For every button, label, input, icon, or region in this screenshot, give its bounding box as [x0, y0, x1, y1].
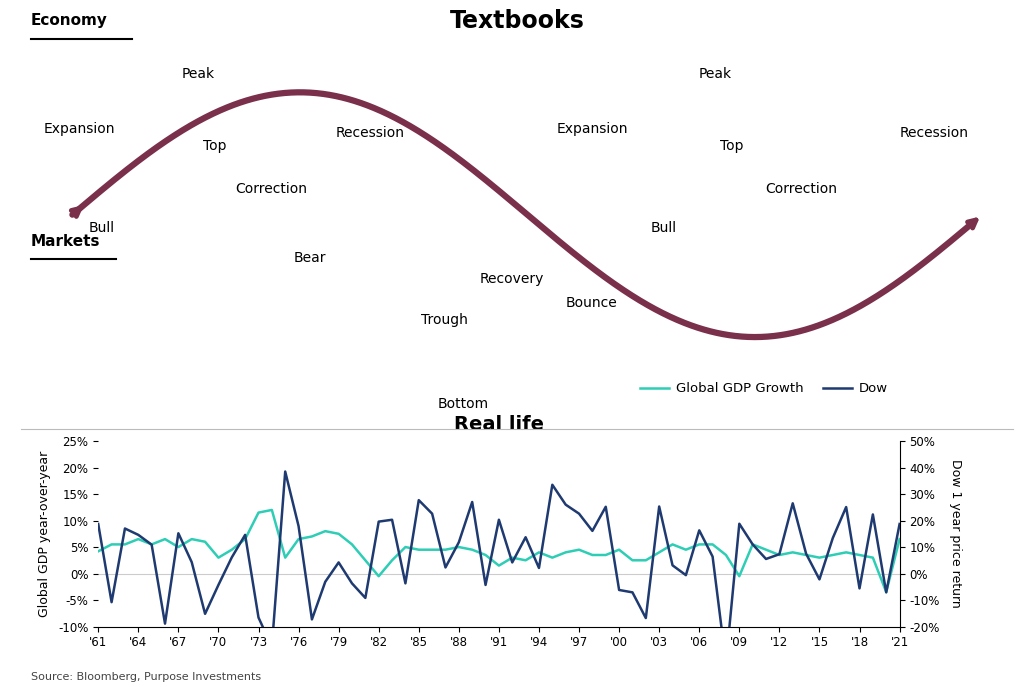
Dow	[533, 564, 545, 572]
Global GDP Growth	[880, 588, 892, 596]
Y-axis label: Dow 1 year price return: Dow 1 year price return	[949, 460, 962, 608]
Text: Markets: Markets	[31, 234, 100, 249]
Text: Bull: Bull	[88, 221, 115, 234]
Y-axis label: Global GDP year-over-year: Global GDP year-over-year	[38, 451, 52, 617]
Text: Bounce: Bounce	[566, 295, 617, 310]
Global GDP Growth	[386, 556, 398, 565]
Text: Expansion: Expansion	[43, 122, 115, 136]
Text: Peak: Peak	[182, 67, 215, 80]
Legend: Global GDP Growth, Dow: Global GDP Growth, Dow	[635, 377, 893, 401]
Text: Source: Bloomberg, Purpose Investments: Source: Bloomberg, Purpose Investments	[31, 671, 262, 682]
Dow	[386, 516, 398, 524]
Global GDP Growth	[800, 551, 813, 559]
Title: Real life: Real life	[454, 415, 544, 434]
Dow	[893, 520, 906, 528]
Text: Bear: Bear	[294, 251, 327, 264]
Line: Global GDP Growth: Global GDP Growth	[98, 510, 900, 592]
Text: Recovery: Recovery	[480, 272, 544, 286]
Text: Correction: Correction	[765, 182, 838, 196]
Dow	[586, 527, 599, 535]
Global GDP Growth	[92, 547, 104, 555]
Dow	[813, 575, 825, 583]
Text: Bottom: Bottom	[437, 396, 489, 411]
Global GDP Growth	[252, 508, 265, 517]
Global GDP Growth	[533, 548, 545, 556]
Global GDP Growth	[893, 535, 906, 543]
Dow	[279, 467, 292, 475]
Dow	[293, 522, 305, 530]
Global GDP Growth	[586, 551, 599, 559]
Global GDP Growth	[293, 535, 305, 543]
Text: Top: Top	[204, 139, 226, 153]
Text: Trough: Trough	[421, 313, 468, 327]
Line: Dow: Dow	[98, 471, 900, 663]
Text: Bull: Bull	[650, 221, 677, 234]
Global GDP Growth	[266, 506, 278, 514]
Text: Recession: Recession	[900, 126, 969, 140]
Text: Top: Top	[721, 139, 743, 153]
Dow	[92, 520, 104, 528]
Text: Textbooks: Textbooks	[450, 9, 584, 32]
Dow	[252, 613, 265, 622]
Text: Recession: Recession	[336, 126, 405, 140]
Text: Correction: Correction	[235, 182, 307, 196]
Text: Peak: Peak	[699, 67, 732, 80]
Dow	[720, 659, 732, 667]
Text: Economy: Economy	[31, 13, 108, 28]
Text: Expansion: Expansion	[556, 122, 628, 136]
